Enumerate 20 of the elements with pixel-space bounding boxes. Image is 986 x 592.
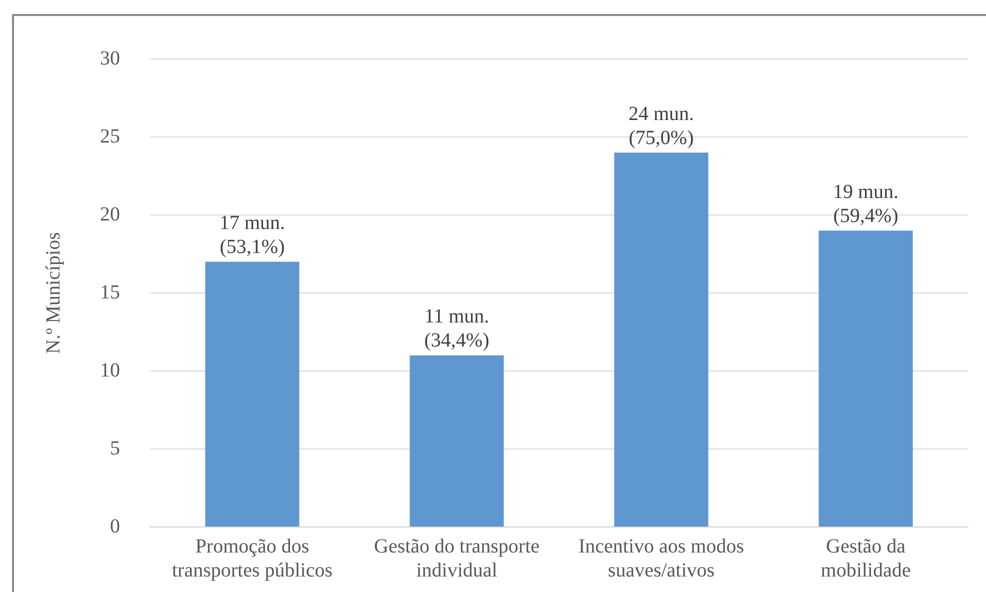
y-tick-label: 15 [100,281,120,304]
y-tick-label: 25 [100,125,120,148]
y-axis-title: N.º Municípios [42,232,64,354]
x-tick-label: Gestão do transporte individual [374,535,540,582]
bar [410,355,504,526]
y-tick-label: 5 [110,437,120,460]
x-tick-label: Incentivo aos modos suaves/ativos [578,535,744,582]
x-tick-label: Promoção dos transportes públicos [172,535,333,582]
bar [205,262,300,526]
y-tick-label: 20 [100,203,120,226]
bar [614,152,708,526]
bar [818,230,913,526]
data-label: 17 mun. (53,1%) [219,212,286,258]
y-tick-label: 0 [110,515,120,538]
y-tick-label: 30 [100,47,120,70]
y-tick-label: 10 [100,359,120,382]
data-label: 19 mun. (59,4%) [832,180,899,227]
data-label: 24 mun. (75,0%) [628,102,694,149]
x-tick-label: Gestão da mobilidade [820,535,911,582]
data-label: 11 mun. (34,4%) [424,306,490,352]
